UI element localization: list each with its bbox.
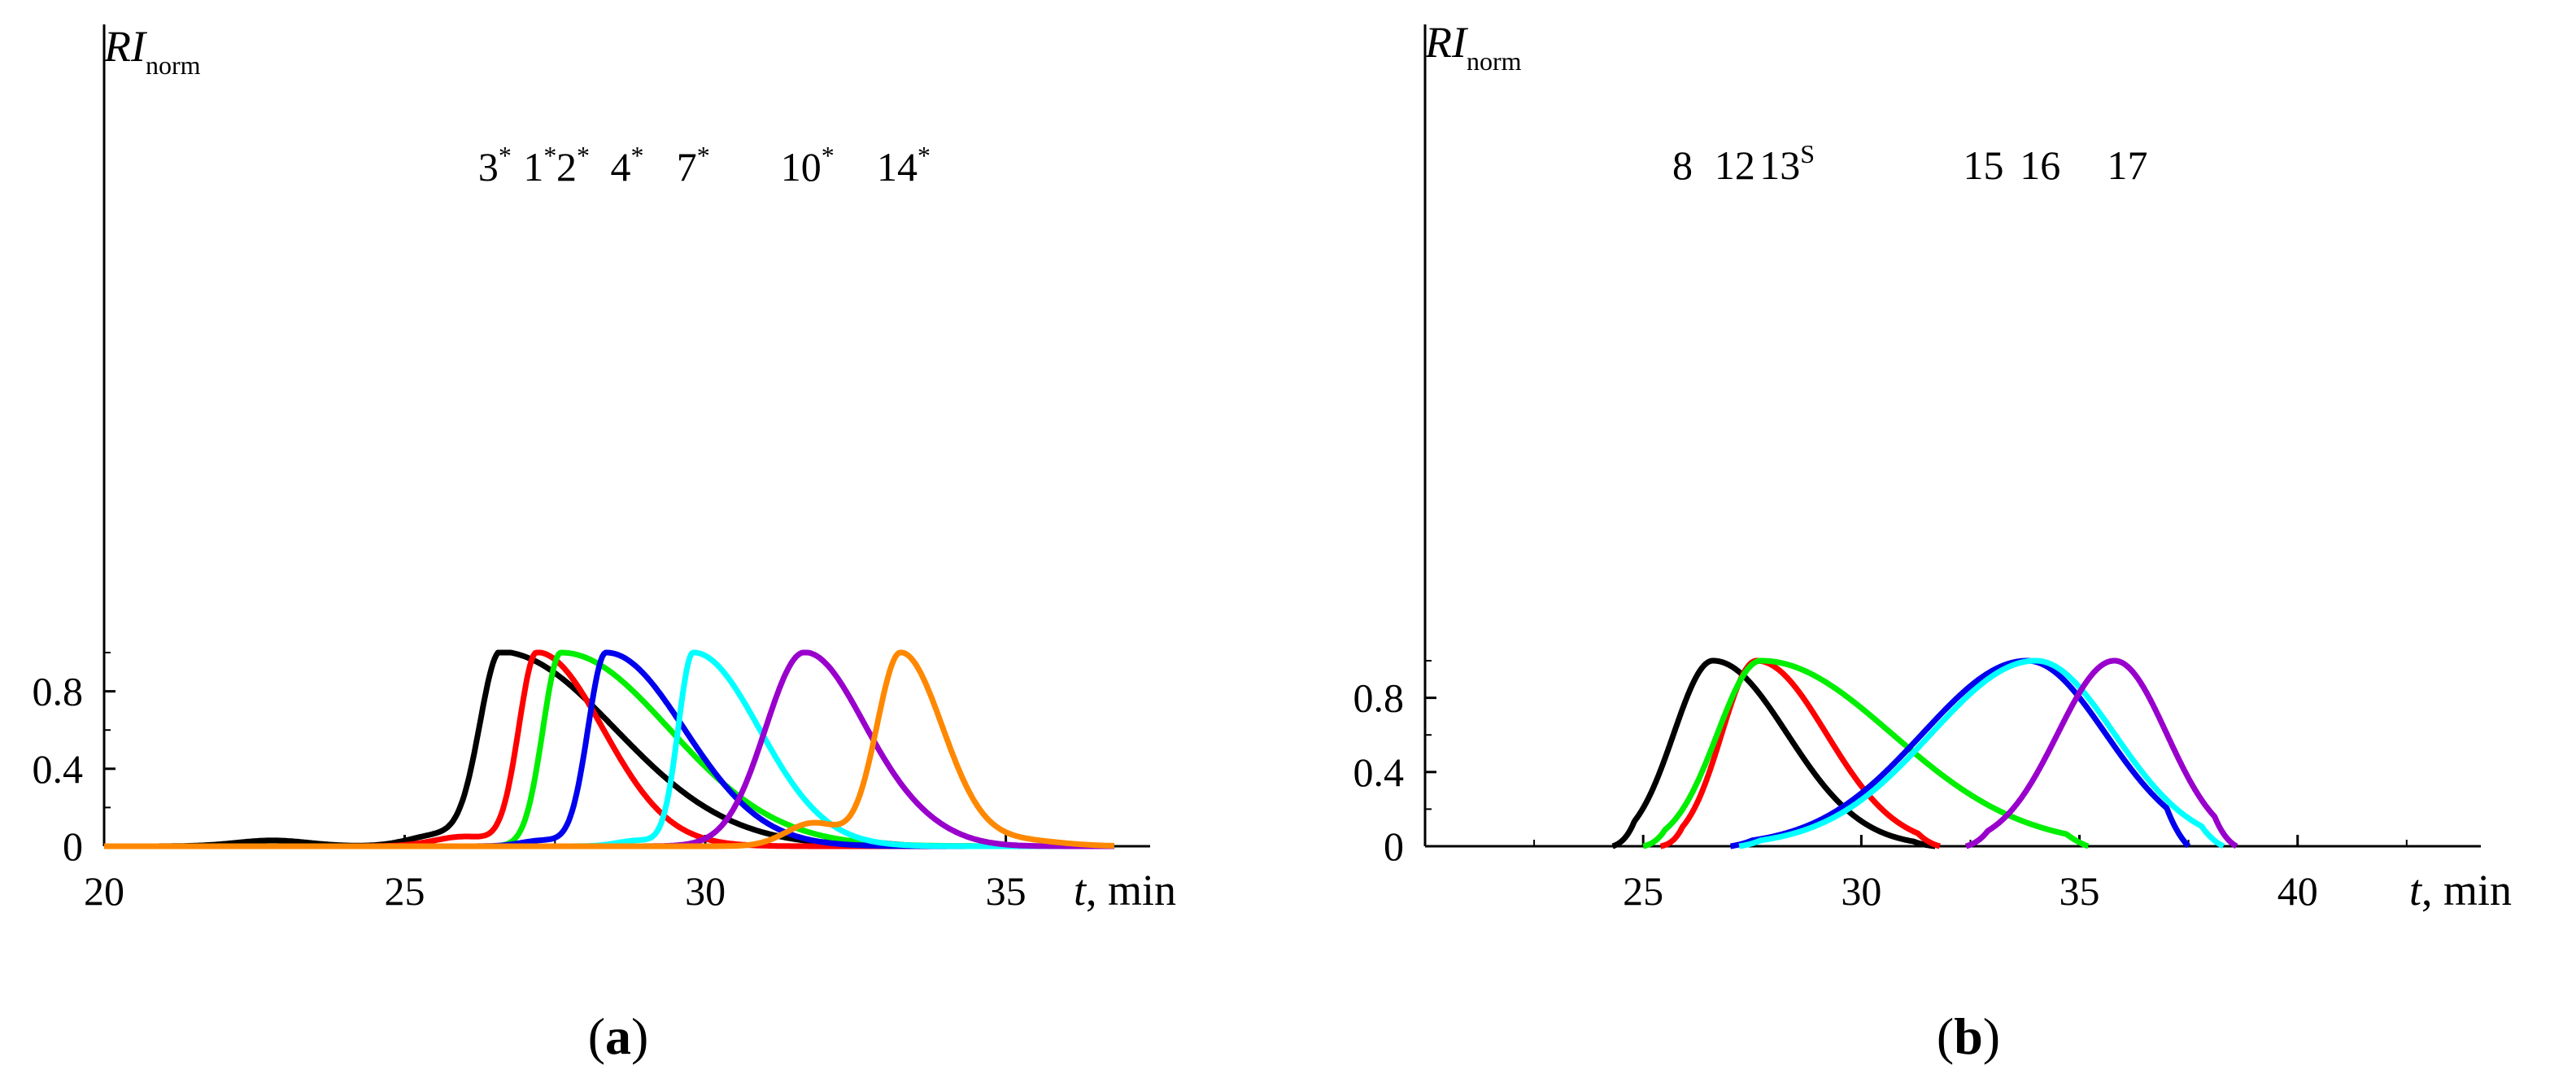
- y-tick-label: 0.4: [33, 746, 84, 792]
- y-axis-title: RInorm: [1424, 18, 1522, 76]
- y-tick-label: 0.8: [1353, 675, 1405, 721]
- x-tick-label: 35: [2059, 868, 2100, 914]
- peak-label: 7*: [677, 141, 710, 190]
- y-tick-label: 0: [1384, 823, 1404, 869]
- peak-label: 1*: [523, 141, 556, 190]
- series-line-8: [1610, 657, 1938, 849]
- x-axis-title: t, min: [1074, 866, 1176, 915]
- series-line-16: [1737, 657, 2226, 849]
- panel-label: (a): [588, 1007, 649, 1065]
- x-tick-label: 35: [986, 868, 1026, 914]
- x-tick-label: 25: [385, 868, 425, 914]
- peak-label: 16: [2020, 142, 2060, 188]
- series-line-17: [1964, 657, 2239, 849]
- peak-label: 10*: [781, 141, 835, 190]
- series-line-15: [1728, 657, 2191, 849]
- peak-label: 12: [1715, 142, 1755, 188]
- peak-label: 4*: [611, 141, 644, 190]
- x-tick-label: 20: [84, 868, 124, 914]
- peak-label: 14*: [877, 141, 931, 190]
- series-line-12: [1658, 657, 1942, 849]
- series-line-4-star: [102, 649, 1116, 849]
- peak-label: 15: [1964, 142, 2004, 188]
- peak-label: 2*: [556, 141, 590, 190]
- panel-a-chart: 0 0.4 0.8 20 25 30 35 RInorm t, min 3* 1* 2* 4* 7* 10*…: [33, 22, 1177, 1065]
- panel-label: (b): [1937, 1007, 2000, 1065]
- y-tick-label: 0.8: [33, 669, 84, 714]
- panel-b-chart: 0 0.4 0.8 25 30 35 40 RInorm t, min 8 12 13S 15 16 17 (…: [1353, 18, 2513, 1065]
- x-tick-label: 40: [2277, 868, 2318, 914]
- y-tick-label: 0: [63, 823, 83, 869]
- x-axis-title: t, min: [2409, 866, 2512, 915]
- x-tick-label: 30: [685, 868, 726, 914]
- series-line-2-star: [102, 649, 1116, 849]
- peak-label: 8: [1672, 142, 1693, 188]
- peak-label: 17: [2107, 142, 2148, 188]
- peak-label: 13S: [1759, 139, 1815, 188]
- x-tick-label: 25: [1623, 868, 1663, 914]
- peak-label: 3*: [478, 141, 512, 190]
- series-line-3-star: [102, 649, 1116, 849]
- y-tick-label: 0.4: [1353, 749, 1405, 795]
- series-line-10-star: [102, 649, 1116, 849]
- y-axis-title: RInorm: [103, 22, 201, 80]
- series-line-7-star: [102, 649, 1116, 849]
- series-line-14-star: [102, 649, 1116, 849]
- series-line-13S: [1641, 657, 2090, 849]
- x-tick-label: 30: [1841, 868, 1881, 914]
- series-line-1-star: [102, 649, 1116, 849]
